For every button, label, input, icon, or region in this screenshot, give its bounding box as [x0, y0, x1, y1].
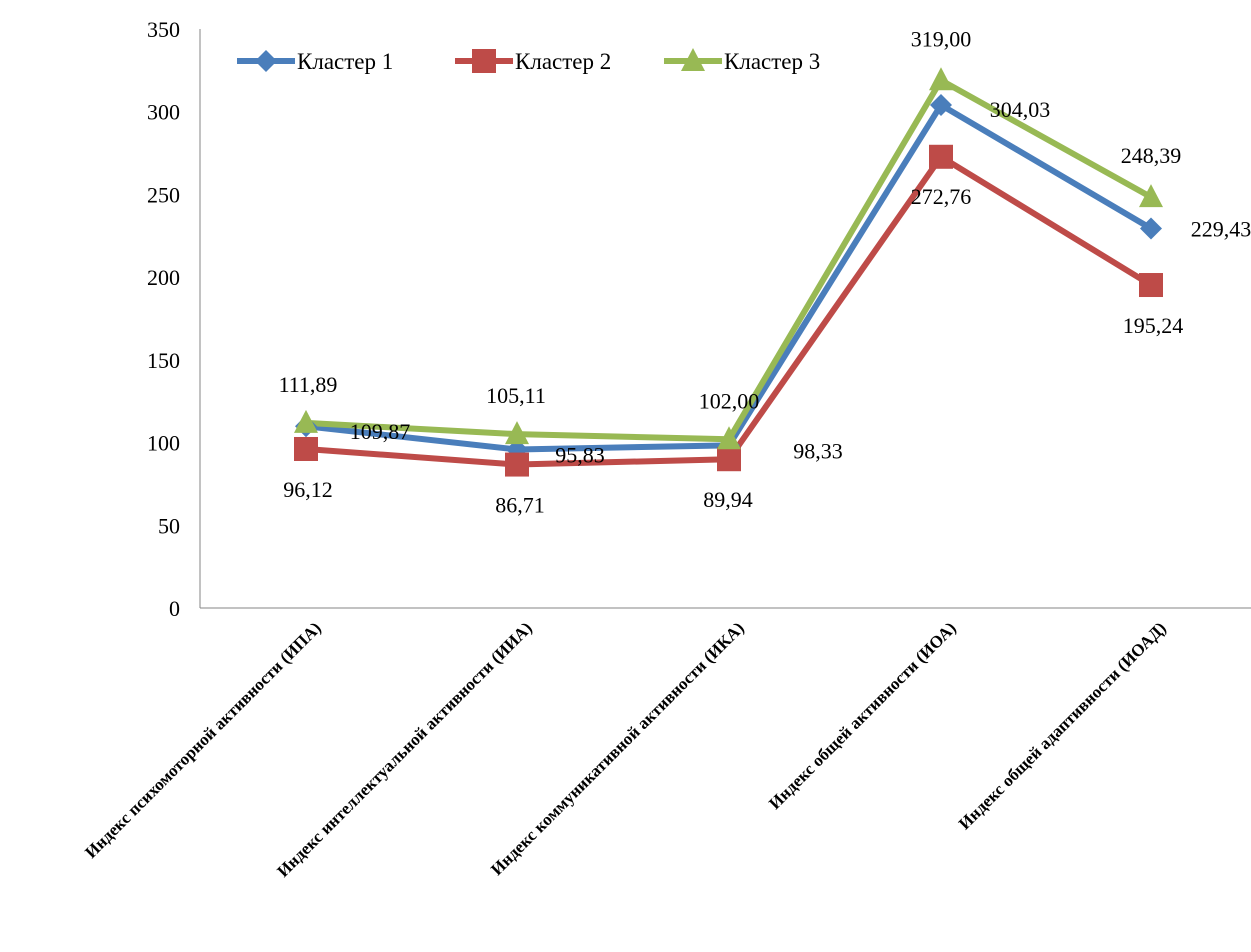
point-marker-square — [505, 452, 529, 477]
y-tick-label: 300 — [147, 100, 180, 125]
point-marker-square — [717, 447, 741, 472]
point-marker-triangle — [1139, 184, 1163, 208]
data-label: 96,12 — [283, 477, 333, 502]
y-tick-label: 150 — [147, 348, 180, 373]
y-tick-label: 50 — [158, 513, 180, 538]
point-marker-square — [929, 144, 953, 169]
data-label: 111,89 — [279, 372, 338, 397]
data-label: 102,00 — [699, 388, 760, 413]
point-marker-triangle — [681, 48, 705, 71]
y-tick-label: 350 — [147, 17, 180, 42]
x-tick-label: Индекс общей адаптивности (ИОАД) — [955, 618, 1170, 833]
point-marker-square — [1139, 273, 1163, 298]
series-markers — [294, 67, 1163, 477]
x-tick-label: Индекс общей активности (ИОА) — [765, 618, 960, 813]
x-tick-label: Индекс коммуникативной активности (ИКА) — [487, 618, 748, 879]
data-labels: 109,87 95,83 98,33 304,03 229,43 96,12 86,71 89… — [279, 26, 1251, 517]
y-tick-label: 0 — [169, 596, 180, 621]
point-marker-triangle — [505, 421, 529, 445]
point-marker-square — [294, 436, 318, 461]
data-label: 89,94 — [703, 487, 753, 512]
point-marker-diamond — [255, 50, 277, 72]
point-marker-diamond — [930, 94, 952, 117]
point-marker-diamond — [1140, 217, 1162, 240]
y-tick-label: 100 — [147, 431, 180, 456]
data-label: 95,83 — [555, 442, 605, 467]
legend-label: Кластер 3 — [724, 49, 820, 74]
data-label: 248,39 — [1121, 143, 1182, 168]
legend-label: Кластер 1 — [297, 49, 393, 74]
data-label: 195,24 — [1123, 313, 1184, 338]
data-label: 304,03 — [990, 97, 1051, 122]
legend-label: Кластер 2 — [515, 49, 611, 74]
x-tick-label: Индекс психомоторной активности (ИПА) — [81, 618, 325, 862]
y-tick-label: 200 — [147, 265, 180, 290]
series-line-3 — [305, 77, 1153, 443]
data-label: 86,71 — [495, 493, 545, 518]
x-tick-label: Индекс интеллектуальной активности (ИИА) — [273, 618, 535, 880]
legend: Кластер 1 Кластер 2 Кластер 3 — [237, 48, 820, 74]
data-label: 272,76 — [911, 184, 972, 209]
point-marker-square — [472, 49, 496, 73]
data-label: 105,11 — [486, 383, 546, 408]
point-marker-triangle — [929, 67, 953, 91]
series-line-2 — [305, 153, 1153, 468]
point-marker-triangle — [717, 426, 741, 450]
y-tick-label: 250 — [147, 182, 180, 207]
data-label: 109,87 — [350, 419, 411, 444]
data-label: 319,00 — [911, 26, 972, 51]
point-marker-triangle — [294, 409, 318, 433]
data-label: 98,33 — [793, 438, 843, 463]
data-label: 229,43 — [1191, 216, 1251, 241]
